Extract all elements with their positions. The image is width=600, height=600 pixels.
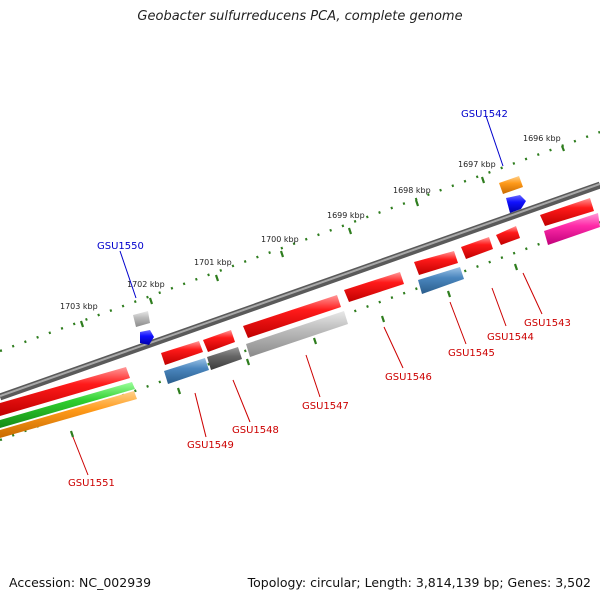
gene-gsu1546-arrow[interactable]	[344, 272, 404, 302]
leader-gsu1547	[305, 354, 321, 398]
gene-gsu1545-arrow[interactable]	[414, 251, 458, 275]
scale-label-1702: 1702 kbp	[127, 280, 165, 289]
gsu1542-orange-feature[interactable]	[499, 176, 523, 194]
gene-label-gsu1542[interactable]: GSU1542	[461, 109, 508, 120]
gene-gsu1551-arrow[interactable]	[0, 367, 130, 416]
label-leader-lines	[72, 115, 543, 476]
gsu1551-orange-feature[interactable]	[0, 391, 137, 438]
gene-label-gsu1548[interactable]: GSU1548	[232, 425, 279, 436]
scale-label-1699: 1699 kbp	[327, 211, 365, 220]
scale-labels: 1696 kbp 1697 kbp 1698 kbp 1699 kbp 1700…	[60, 134, 561, 311]
gene-label-gsu1549[interactable]: GSU1549	[187, 440, 234, 451]
leader-gsu1542	[485, 115, 504, 167]
gene-label-gsu1550[interactable]: GSU1550	[97, 241, 144, 252]
gene-label-gsu1543[interactable]: GSU1543	[524, 318, 571, 329]
leader-gsu1546	[383, 326, 404, 369]
gsu1547-grey-feature[interactable]	[246, 311, 348, 357]
outer-scale-ruler	[0, 130, 600, 353]
gsu1548-dark-feature[interactable]	[207, 347, 242, 370]
gene-label-gsu1544[interactable]: GSU1544	[487, 332, 534, 343]
leader-gsu1544	[491, 287, 507, 327]
gsu1542-pink-feature[interactable]	[544, 213, 600, 245]
gene-label-gsu1546[interactable]: GSU1546	[385, 372, 432, 383]
gene-gsu1549-arrow[interactable]	[161, 341, 203, 365]
map-title: Geobacter sulfurreducens PCA, complete g…	[137, 9, 463, 24]
inner-scale-ruler	[0, 220, 600, 442]
inner-major-ticks	[69, 263, 519, 438]
genome-summary-text: Topology: circular; Length: 3,814,139 bp…	[247, 575, 591, 590]
leader-gsu1549	[194, 392, 207, 438]
reverse-markers	[140, 195, 526, 345]
accession-text: Accession: NC_002939	[9, 575, 152, 590]
gene-labels: GSU1542 GSU1550 GSU1543 GSU1544 GSU1545 …	[68, 109, 571, 489]
gene-label-gsu1551[interactable]: GSU1551	[68, 478, 115, 489]
outer-major-ticks	[79, 145, 566, 328]
feature-tracks	[0, 213, 600, 438]
leader-gsu1550	[119, 250, 137, 299]
leader-gsu1551	[72, 436, 89, 476]
gene-gsu1547-arrow[interactable]	[243, 295, 341, 338]
scale-label-1703: 1703 kbp	[60, 302, 98, 311]
gsu1549-steel-feature[interactable]	[164, 358, 209, 384]
scale-label-1696: 1696 kbp	[523, 134, 561, 143]
leader-gsu1545	[449, 301, 467, 345]
gene-label-gsu1545[interactable]: GSU1545	[448, 348, 495, 359]
gsu1542-blue-marker[interactable]	[506, 195, 526, 213]
forward-strand-features	[0, 176, 594, 416]
gene-gsu1548-arrow[interactable]	[203, 330, 235, 352]
gsu1550-grey-feature[interactable]	[133, 311, 150, 327]
gsu1551-green-feature[interactable]	[0, 382, 135, 428]
leader-gsu1548	[232, 379, 251, 423]
leader-gsu1543	[522, 272, 543, 315]
scale-label-1700: 1700 kbp	[261, 235, 299, 244]
scale-label-1697: 1697 kbp	[458, 160, 496, 169]
gsu1545-steel-feature[interactable]	[418, 267, 464, 294]
gene-gsu1543-arrow[interactable]	[496, 226, 520, 245]
gsu1550-blue-marker[interactable]	[140, 330, 154, 345]
genome-backbone	[0, 181, 600, 401]
gene-label-gsu1547[interactable]: GSU1547	[302, 401, 349, 412]
scale-label-1701: 1701 kbp	[194, 258, 232, 267]
gene-gsu1544-arrow[interactable]	[461, 237, 493, 259]
scale-label-1698: 1698 kbp	[393, 186, 431, 195]
gene-gsu1542-arrow[interactable]	[540, 198, 594, 226]
